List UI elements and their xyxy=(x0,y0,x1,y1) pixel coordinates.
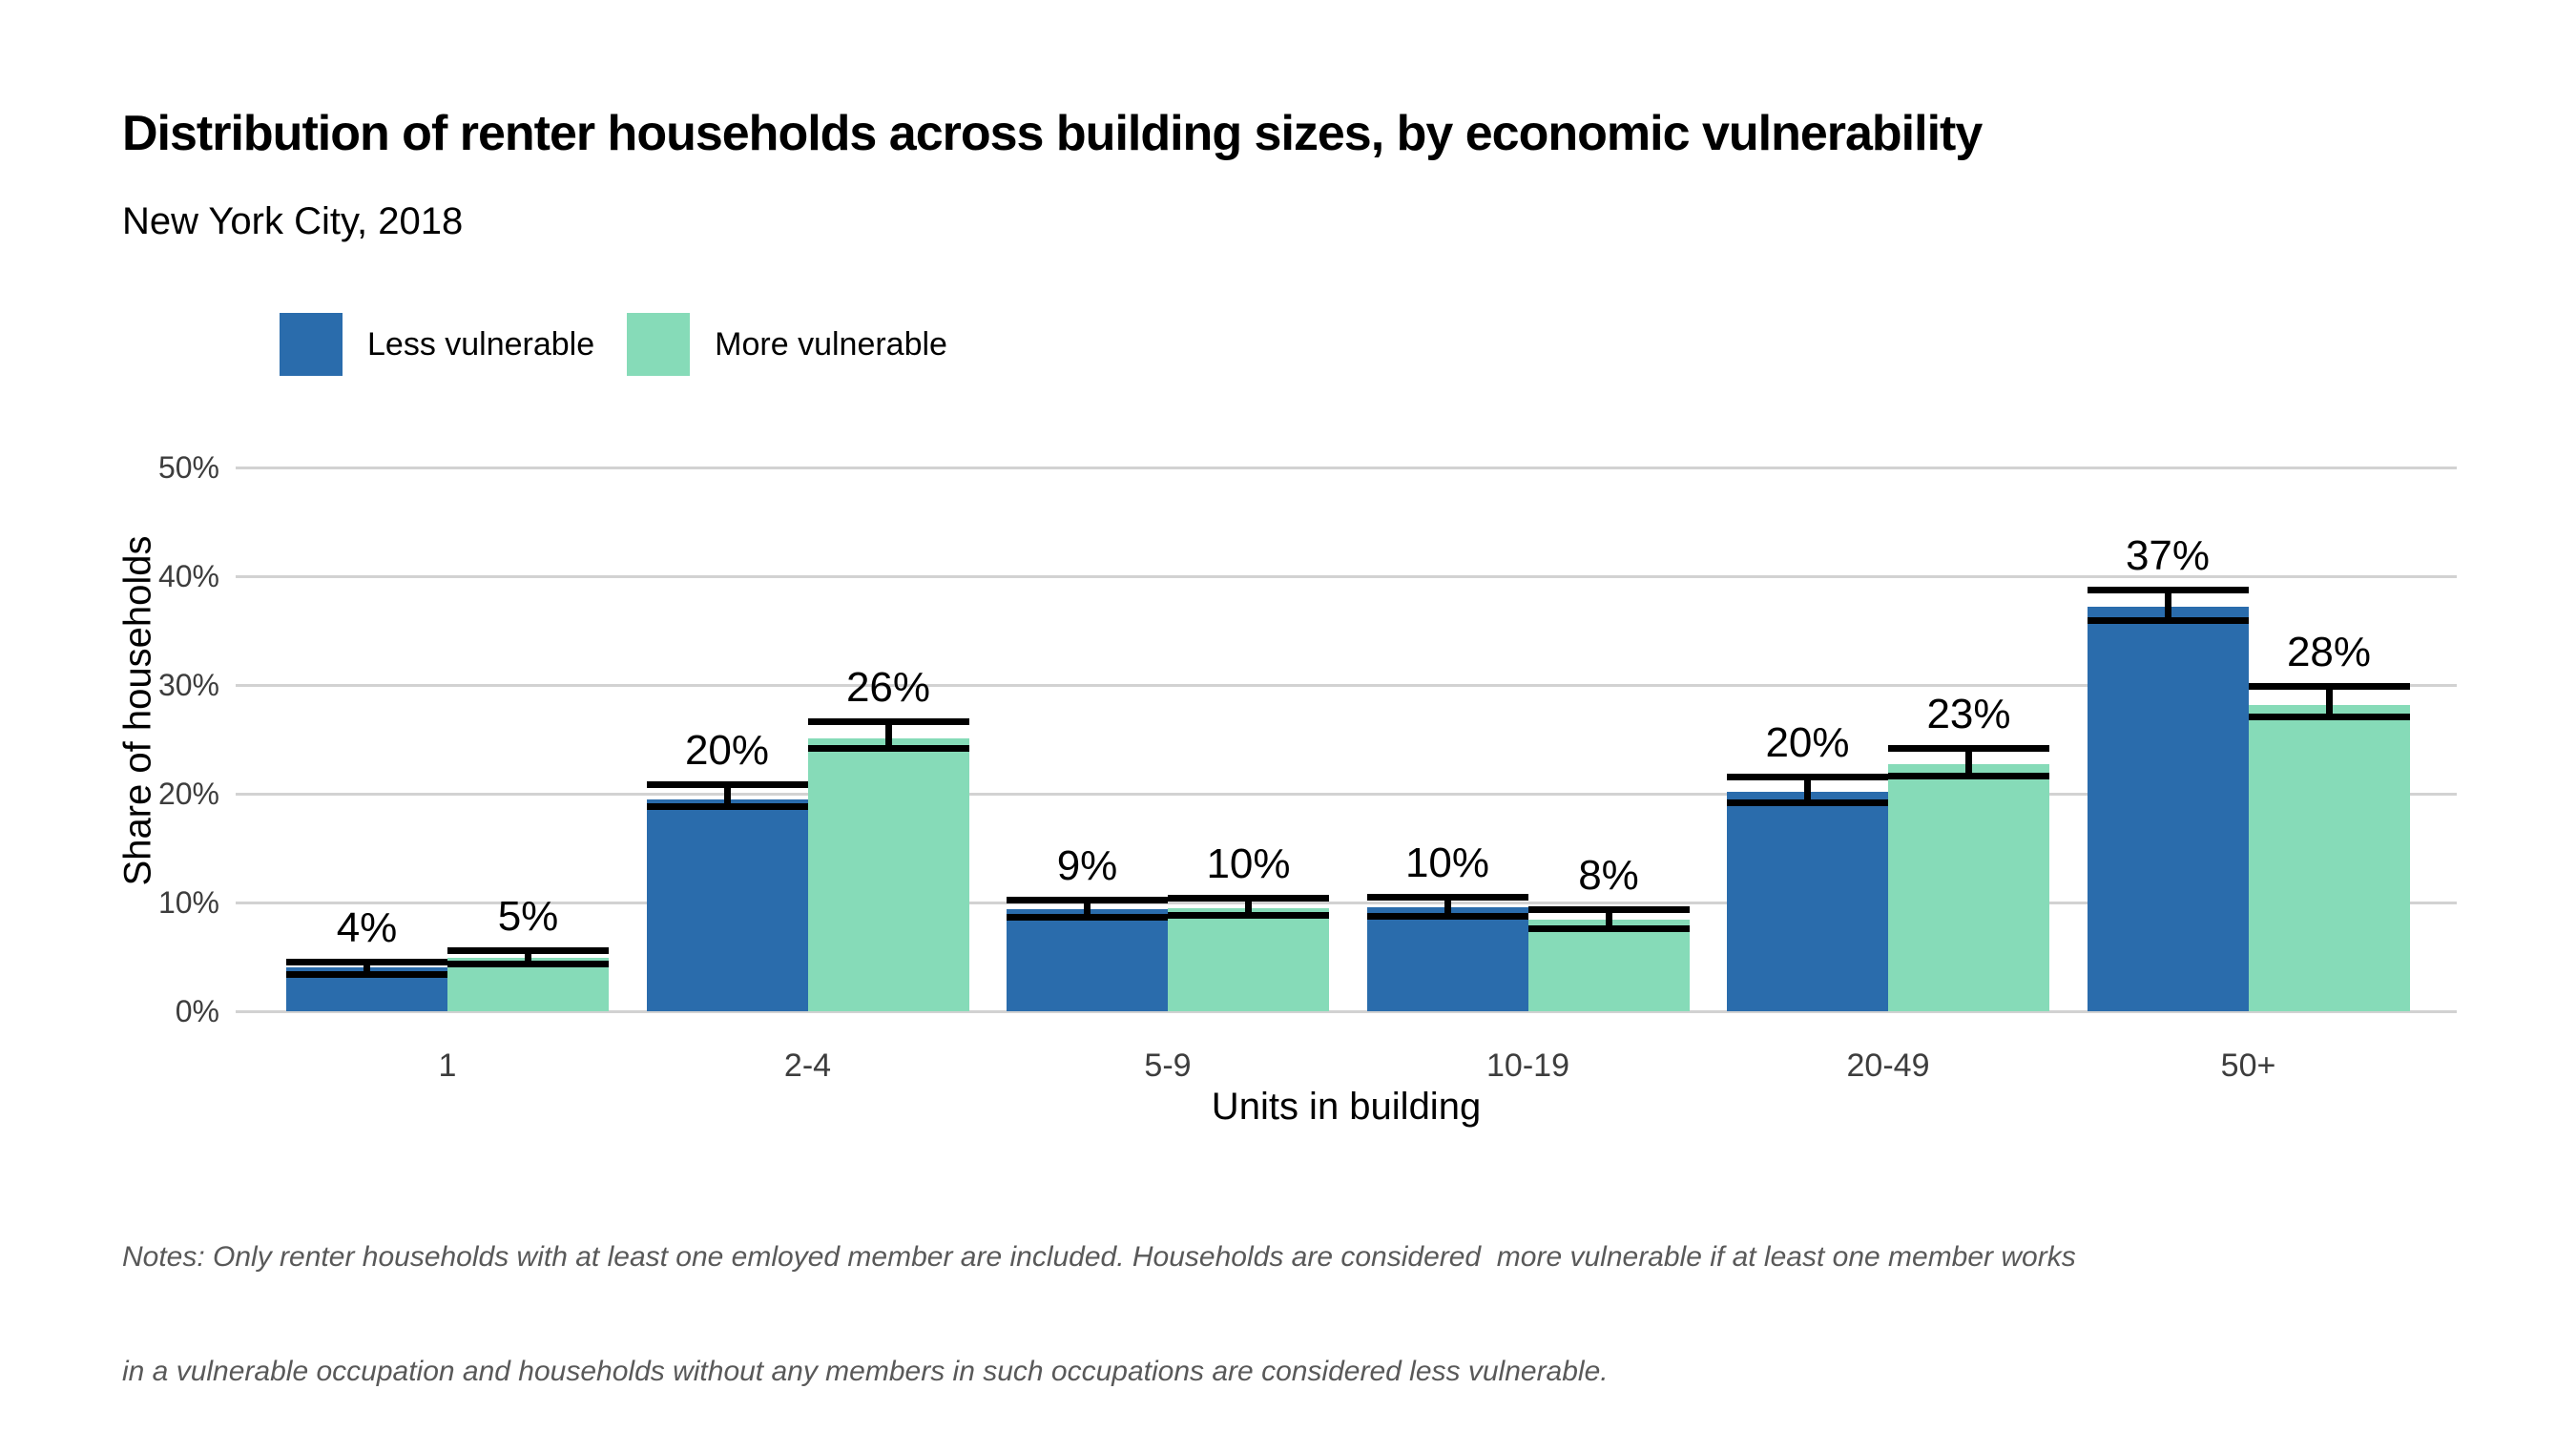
chart-subtitle: New York City, 2018 xyxy=(122,200,464,242)
bar-more-vulnerable xyxy=(1527,920,1690,1011)
value-label: 10% xyxy=(1206,840,1291,887)
x-tick-label: 20-49 xyxy=(1846,1047,1930,1084)
error-bar-cap-lower xyxy=(1168,912,1329,920)
error-bar-cap-lower xyxy=(1366,913,1528,921)
value-label: 28% xyxy=(2286,628,2372,675)
error-bar-connector xyxy=(884,721,892,749)
gridline xyxy=(236,574,2457,578)
error-bar-cap-lower xyxy=(807,744,969,752)
gridline xyxy=(236,792,2457,796)
gridline xyxy=(236,683,2457,687)
legend: Less vulnerable More vulnerable xyxy=(280,313,947,376)
x-axis-title: Units in building xyxy=(1211,1086,1482,1128)
error-bar-connector xyxy=(364,962,370,975)
y-tick-label: 30% xyxy=(157,668,219,702)
error-bar-cap-lower xyxy=(286,970,447,978)
bar-less-vulnerable xyxy=(1727,791,1888,1011)
x-tick-label: 1 xyxy=(438,1047,457,1084)
note-line: Notes: Only renter households with at le… xyxy=(122,1241,2076,1273)
error-bar-cap-lower xyxy=(1007,914,1168,922)
error-bar-connector xyxy=(1245,898,1252,916)
gridline xyxy=(236,901,2457,904)
error-bar-cap-lower xyxy=(1727,798,1888,806)
error-bar-cap-lower xyxy=(1527,924,1690,932)
y-tick-label: 10% xyxy=(157,885,219,920)
error-bar-cap-lower xyxy=(2087,617,2249,625)
value-label: 26% xyxy=(845,664,931,712)
bar-more-vulnerable xyxy=(2248,704,2410,1011)
error-bar-connector xyxy=(1084,900,1091,918)
value-label: 9% xyxy=(1056,842,1118,890)
notes-block: Notes: Only renter households with at le… xyxy=(122,1162,2076,1431)
bar-less-vulnerable xyxy=(1366,906,1528,1011)
chart-title: Distribution of renter households across… xyxy=(122,106,1983,161)
error-bar-connector xyxy=(1605,909,1612,929)
y-tick-label: 20% xyxy=(157,777,219,811)
value-label: 8% xyxy=(1578,852,1639,900)
error-bar-connector xyxy=(1444,897,1451,917)
x-tick-label: 50+ xyxy=(2220,1047,2276,1084)
error-bar-connector xyxy=(2325,686,2333,717)
y-tick-label: 40% xyxy=(157,559,219,593)
x-tick-label: 2-4 xyxy=(783,1047,832,1084)
value-label: 37% xyxy=(2125,532,2211,580)
legend-item-more-vulnerable: More vulnerable xyxy=(627,313,947,376)
error-bar-connector xyxy=(525,950,531,964)
error-bar-connector xyxy=(1804,777,1811,803)
legend-swatch-more-vulnerable xyxy=(627,313,691,376)
value-label: 23% xyxy=(1926,690,2011,737)
value-label: 5% xyxy=(497,892,559,940)
value-label: 20% xyxy=(1765,719,1850,767)
error-bar-connector xyxy=(723,784,731,807)
legend-swatch-less-vulnerable xyxy=(280,313,343,376)
legend-item-less-vulnerable: Less vulnerable xyxy=(280,313,594,376)
y-tick-label: 0% xyxy=(175,994,219,1028)
gridline xyxy=(236,466,2457,469)
error-bar-cap-lower xyxy=(447,961,609,968)
error-bar-cap-lower xyxy=(646,803,808,811)
value-label: 10% xyxy=(1404,839,1490,886)
bar-more-vulnerable xyxy=(1168,907,1329,1011)
error-bar-connector xyxy=(2164,590,2171,621)
bar-more-vulnerable xyxy=(1888,764,2049,1011)
bar-less-vulnerable xyxy=(1007,908,1168,1011)
error-bar-cap-lower xyxy=(1888,773,2049,780)
legend-label-more-vulnerable: More vulnerable xyxy=(715,325,947,363)
bar-more-vulnerable xyxy=(807,737,969,1011)
legend-label-less-vulnerable: Less vulnerable xyxy=(367,325,595,363)
bar-less-vulnerable xyxy=(2087,606,2249,1011)
error-bar-cap-lower xyxy=(2248,713,2410,720)
y-tick-label: 50% xyxy=(157,450,219,485)
x-tick-label: 10-19 xyxy=(1486,1047,1569,1084)
error-bar-connector xyxy=(1965,748,1972,777)
gridline xyxy=(236,1009,2457,1013)
note-line: in a vulnerable occupation and household… xyxy=(122,1356,1609,1387)
x-tick-label: 5-9 xyxy=(1144,1047,1192,1084)
value-label: 20% xyxy=(684,727,770,775)
value-label: 4% xyxy=(336,904,398,952)
bar-less-vulnerable xyxy=(646,798,808,1011)
